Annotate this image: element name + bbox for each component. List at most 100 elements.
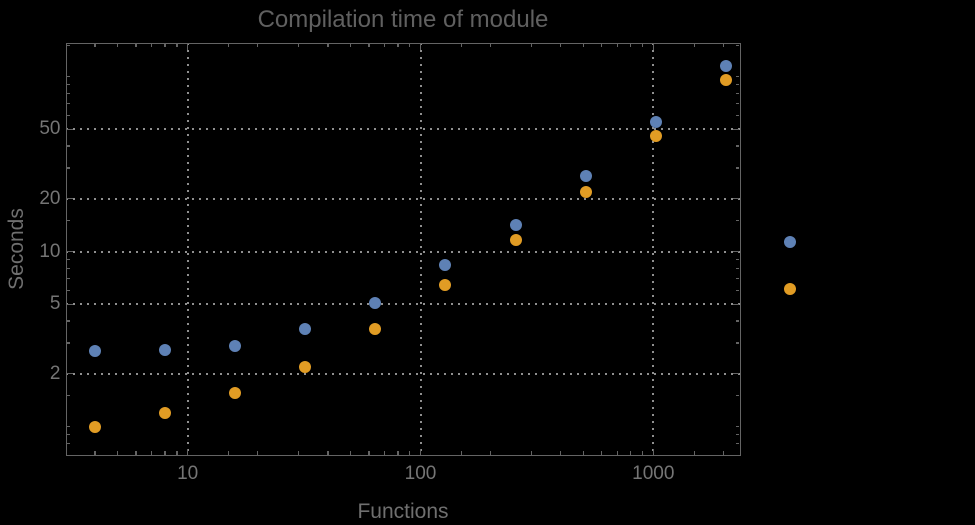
y-tick — [733, 128, 740, 130]
x-tick — [187, 43, 189, 50]
legend-marker-orange — [783, 283, 796, 295]
x-tick — [582, 43, 584, 48]
y-tick — [66, 220, 71, 222]
x-tick — [616, 43, 618, 48]
y-tick — [66, 167, 71, 169]
x-tick — [419, 43, 422, 50]
data-point-blue-series — [89, 345, 102, 357]
y-tick — [735, 83, 740, 86]
x-tick — [383, 451, 386, 455]
y-tick — [66, 83, 71, 86]
x-tick — [94, 43, 96, 48]
y-tick — [66, 128, 73, 130]
data-point-blue-series — [439, 258, 452, 271]
x-tick — [164, 451, 166, 455]
data-point-blue-series — [579, 170, 592, 182]
gridline-horizontal — [65, 197, 741, 200]
y-tick — [66, 102, 71, 105]
data-point-blue-series — [509, 218, 522, 231]
data-point-blue-series — [229, 339, 242, 352]
y-tick — [66, 267, 71, 270]
data-point-orange-series — [369, 323, 382, 336]
data-point-orange-series — [439, 279, 452, 292]
x-tick — [722, 43, 725, 48]
y-tick — [735, 395, 740, 397]
y-tick — [66, 303, 73, 305]
y-tick — [66, 320, 71, 322]
gridline-horizontal — [65, 372, 741, 375]
x-tick — [164, 43, 166, 48]
y-tick — [735, 289, 740, 291]
y-tick — [66, 145, 71, 147]
x-tick — [228, 451, 230, 455]
x-tick — [582, 451, 584, 455]
y-tick — [733, 250, 740, 253]
x-tick — [641, 43, 644, 48]
x-tick — [150, 451, 153, 455]
y-tick-label: 2 — [49, 362, 61, 384]
y-tick — [735, 102, 740, 105]
x-tick — [560, 451, 562, 455]
x-tick — [489, 43, 492, 48]
x-tick — [560, 43, 562, 48]
x-tick — [349, 43, 352, 48]
y-tick — [735, 220, 740, 222]
x-tick — [368, 43, 370, 48]
y-tick — [735, 442, 740, 445]
x-tick — [460, 451, 463, 455]
y-tick — [733, 373, 740, 375]
x-tick — [419, 448, 422, 455]
x-tick — [616, 451, 618, 455]
data-point-blue-series — [159, 343, 172, 356]
y-tick — [66, 250, 73, 253]
x-tick — [460, 43, 463, 48]
y-tick-label: 5 — [49, 293, 61, 315]
y-tick — [66, 45, 71, 47]
gridline-horizontal — [65, 303, 741, 306]
x-tick — [150, 43, 153, 48]
x-tick — [530, 451, 533, 455]
y-tick — [735, 425, 740, 428]
x-tick — [652, 43, 654, 50]
x-tick — [693, 451, 695, 455]
data-point-blue-series — [649, 115, 662, 128]
gridline-vertical — [419, 42, 422, 456]
y-tick — [735, 114, 740, 116]
x-tick — [116, 451, 119, 455]
x-tick — [135, 43, 137, 48]
x-tick — [409, 451, 411, 455]
y-tick — [66, 433, 71, 436]
x-tick — [228, 43, 230, 48]
x-tick — [368, 451, 370, 455]
y-tick — [735, 258, 740, 261]
x-tick — [601, 43, 603, 48]
y-tick — [66, 442, 71, 445]
x-tick — [135, 451, 137, 455]
data-point-orange-series — [229, 387, 242, 400]
x-tick — [187, 448, 189, 455]
y-tick — [735, 45, 740, 47]
x-tick — [116, 43, 119, 48]
y-tick — [66, 395, 71, 397]
y-tick — [66, 289, 71, 291]
y-tick — [735, 145, 740, 147]
y-tick — [733, 303, 740, 305]
data-point-orange-series — [579, 185, 592, 198]
y-tick — [735, 92, 740, 95]
y-tick — [66, 425, 71, 428]
x-tick — [641, 451, 644, 455]
plot-frame — [65, 42, 741, 456]
x-tick — [257, 43, 259, 48]
y-tick — [66, 114, 71, 116]
x-tick — [693, 43, 695, 48]
data-point-blue-series — [719, 59, 732, 72]
x-tick — [94, 451, 96, 455]
x-tick — [397, 451, 399, 455]
data-point-orange-series — [299, 360, 312, 373]
data-point-orange-series — [159, 406, 172, 419]
x-tick — [722, 451, 725, 455]
x-tick-label: 10 — [177, 463, 199, 484]
y-tick — [66, 258, 71, 261]
x-tick — [630, 451, 632, 455]
